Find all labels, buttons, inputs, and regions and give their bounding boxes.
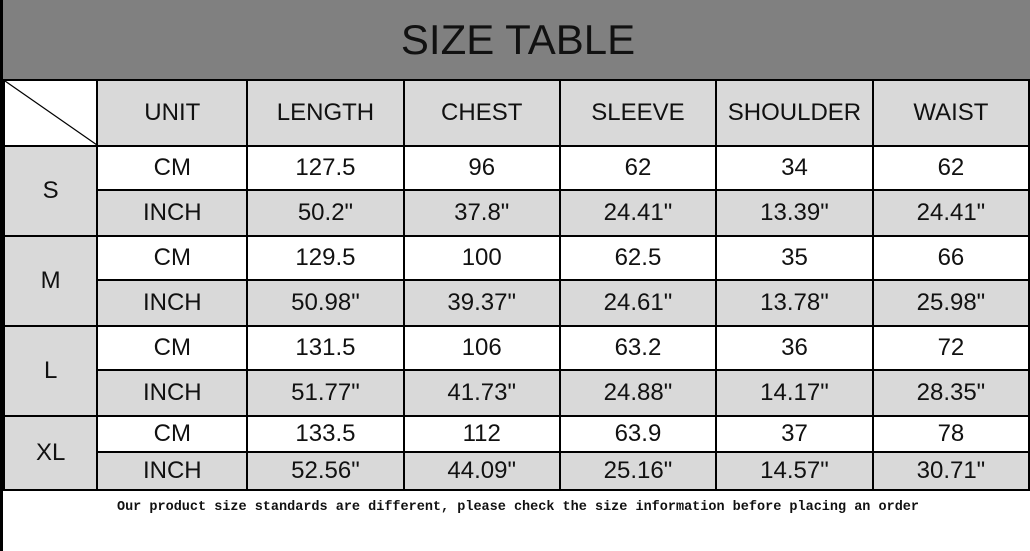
value-cell: 13.78"	[715, 279, 874, 327]
value-cell: 112	[402, 415, 561, 453]
value-cell: 62.5	[558, 235, 718, 281]
value-cell: 36	[715, 325, 874, 371]
value-cell: 14.17"	[715, 369, 874, 417]
value-cell: 39.37"	[402, 279, 561, 327]
value-cell: 66	[871, 235, 1030, 281]
size-label: M	[3, 235, 99, 327]
unit-cell: CM	[96, 415, 249, 453]
column-header: SLEEVE	[558, 79, 718, 147]
table-row-s-inch: INCH 50.2" 37.8" 24.41" 13.39" 24.41"	[4, 189, 1030, 237]
value-cell: 24.41"	[558, 189, 718, 237]
value-cell: 52.56"	[246, 451, 405, 491]
value-cell: 34	[715, 145, 874, 191]
value-cell: 37.8"	[402, 189, 561, 237]
column-header: SHOULDER	[715, 79, 874, 147]
value-cell: 35	[715, 235, 874, 281]
unit-cell: CM	[96, 145, 249, 191]
value-cell: 25.16"	[558, 451, 718, 491]
value-cell: 127.5	[246, 145, 405, 191]
size-label: XL	[3, 415, 99, 491]
value-cell: 24.61"	[558, 279, 718, 327]
value-cell: 28.35"	[871, 369, 1030, 417]
column-header: CHEST	[402, 79, 561, 147]
value-cell: 133.5	[246, 415, 405, 453]
table-row-m-inch: INCH 50.98" 39.37" 24.61" 13.78" 25.98"	[4, 279, 1030, 327]
value-cell: 41.73"	[402, 369, 561, 417]
value-cell: 96	[402, 145, 561, 191]
value-cell: 50.2"	[246, 189, 405, 237]
table-row-l-cm: L CM 131.5 106 63.2 36 72	[3, 325, 1030, 417]
header-row: UNIT LENGTH CHEST SLEEVE SHOULDER WAIST	[3, 79, 1030, 147]
value-cell: 63.2	[558, 325, 718, 371]
corner-cell	[3, 79, 99, 147]
value-cell: 72	[871, 325, 1030, 371]
size-label: L	[3, 325, 99, 417]
table-row-xl-cm: XL CM 133.5 112 63.9 37 78	[3, 415, 1030, 491]
value-cell: 14.57"	[715, 451, 874, 491]
value-cell: 63.9	[558, 415, 718, 453]
value-cell: 78	[871, 415, 1030, 453]
unit-cell: CM	[96, 325, 249, 371]
unit-cell: INCH	[96, 189, 249, 237]
table-row-xl-inch: INCH 52.56" 44.09" 25.16" 14.57" 30.71"	[4, 451, 1030, 491]
value-cell: 106	[402, 325, 561, 371]
value-cell: 44.09"	[402, 451, 561, 491]
value-cell: 25.98"	[871, 279, 1030, 327]
table-row-m-cm: M CM 129.5 100 62.5 35 66	[3, 235, 1030, 327]
unit-cell: CM	[96, 235, 249, 281]
size-table: UNIT LENGTH CHEST SLEEVE SHOULDER WAIST …	[3, 79, 1030, 491]
column-header: WAIST	[871, 79, 1030, 147]
value-cell: 51.77"	[246, 369, 405, 417]
table-row-l-inch: INCH 51.77" 41.73" 24.88" 14.17" 28.35"	[4, 369, 1030, 417]
value-cell: 24.88"	[558, 369, 718, 417]
size-note: Our product size standards are different…	[116, 500, 920, 515]
unit-cell: INCH	[96, 279, 249, 327]
value-cell: 131.5	[246, 325, 405, 371]
unit-cell: INCH	[96, 451, 249, 491]
value-cell: 24.41"	[871, 189, 1030, 237]
table-row-s-cm: S CM 127.5 96 62 34 62	[3, 145, 1030, 237]
value-cell: 62	[871, 145, 1030, 191]
column-header: UNIT	[96, 79, 249, 147]
value-cell: 62	[558, 145, 718, 191]
value-cell: 37	[715, 415, 874, 453]
value-cell: 50.98"	[246, 279, 405, 327]
value-cell: 100	[402, 235, 561, 281]
value-cell: 13.39"	[715, 189, 874, 237]
unit-cell: INCH	[96, 369, 249, 417]
column-header: LENGTH	[246, 79, 405, 147]
value-cell: 30.71"	[871, 451, 1030, 491]
value-cell: 129.5	[246, 235, 405, 281]
diagonal-line	[5, 81, 97, 145]
page-title: SIZE TABLE	[3, 0, 1030, 80]
size-label: S	[3, 145, 99, 237]
